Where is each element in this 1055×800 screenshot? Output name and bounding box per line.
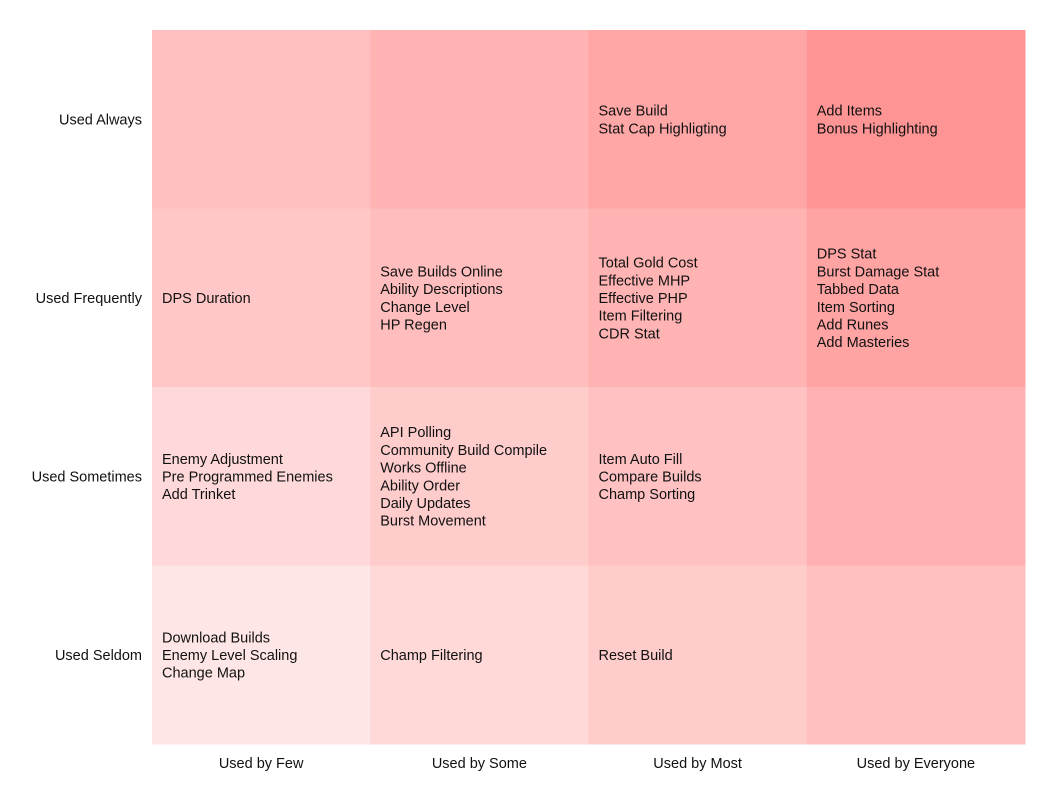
- heatmap-cell-item: Enemy Adjustment: [162, 452, 283, 468]
- heatmap-cell-item: Change Level: [380, 300, 470, 316]
- heatmap-cell-item: Total Gold Cost: [599, 256, 698, 272]
- heatmap-cell-item: Add Masteries: [817, 335, 910, 351]
- heatmap-cell-bg: [588, 208, 808, 388]
- heatmap-cell-item: Add Trinket: [162, 487, 235, 503]
- heatmap-cell-bg: [370, 387, 589, 566]
- heatmap-cell: DPS Duration: [152, 208, 371, 388]
- heatmap-cell-item: HP Regen: [380, 318, 447, 334]
- column-label: Used by Everyone: [857, 756, 975, 772]
- heatmap-cell-bg: [806, 565, 1026, 745]
- heatmap-cell: Reset Build: [588, 565, 808, 745]
- heatmap-cell-item: Effective MHP: [599, 273, 691, 289]
- heatmap-cell-bg: [806, 30, 1026, 209]
- heatmap-cell-item: Item Auto Fill: [599, 452, 683, 468]
- heatmap-cell-item: Enemy Level Scaling: [162, 648, 297, 664]
- heatmap-cell-item: Add Runes: [817, 318, 889, 334]
- heatmap-cell-bg: [588, 387, 808, 566]
- heatmap-cell-item: Pre Programmed Enemies: [162, 469, 333, 485]
- heatmap-cell: [806, 565, 1026, 745]
- heatmap-cell-bg: [370, 30, 589, 209]
- heatmap-cell: Download Builds Enemy Level Scaling Change…: [152, 565, 371, 745]
- heatmap-cell-item: Item Sorting: [817, 300, 895, 316]
- heatmap-cell-bg: [370, 208, 589, 388]
- heatmap-cell: [152, 30, 371, 209]
- heatmap-cell-item: Save Build: [599, 104, 668, 120]
- heatmap-cell-item: Champ Filtering: [380, 648, 482, 664]
- heatmap-cell-bg: [588, 30, 808, 209]
- heatmap-cell-item: Daily Updates: [380, 496, 470, 512]
- heatmap-cell-bg: [152, 208, 371, 388]
- heatmap-cell-item: Stat Cap Highligting: [599, 121, 727, 137]
- heatmap-cell-item: Burst Damage Stat: [817, 264, 940, 280]
- heatmap-cell-bg: [806, 208, 1026, 388]
- heatmap-cell-item: Tabbed Data: [817, 282, 900, 298]
- heatmap-cell-item: Download Builds: [162, 630, 270, 646]
- heatmap-cell-item: Compare Builds: [599, 469, 702, 485]
- heatmap-cell-item: Add Items: [817, 104, 882, 120]
- heatmap-cell: API Polling Community Build Compile Works …: [370, 387, 589, 566]
- heatmap-cell-item: Change Map: [162, 666, 245, 682]
- heatmap-cell-bg: [588, 565, 808, 745]
- heatmap-cell: Save Builds Online Ability Descriptions Ch…: [370, 208, 589, 388]
- heatmap-cell-bg: [152, 30, 371, 209]
- heatmap-cell-item: Reset Build: [599, 648, 673, 664]
- heatmap-cell-bg: [806, 387, 1026, 566]
- heatmap-cell-item: API Polling: [380, 425, 451, 441]
- heatmap-cell-item: DPS Stat: [817, 247, 877, 263]
- heatmap-cell-item: Community Build Compile: [380, 443, 547, 459]
- heatmap-cell-item: Ability Descriptions: [380, 282, 503, 298]
- heatmap-cell-bg: [152, 387, 371, 566]
- row-label: Used Always: [59, 112, 142, 128]
- heatmap-cell: [370, 30, 589, 209]
- row-label: Used Seldom: [55, 648, 142, 664]
- heatmap-cell-item: Item Filtering: [599, 309, 683, 325]
- heatmap-cell-bg: [152, 565, 371, 745]
- column-label: Used by Most: [653, 756, 742, 772]
- heatmap-cell: Champ Filtering: [370, 565, 589, 745]
- heatmap-cell-item: DPS Duration: [162, 291, 251, 307]
- heatmap-cell: [806, 387, 1026, 566]
- column-label: Used by Few: [219, 756, 304, 772]
- heatmap-cell-item: Champ Sorting: [599, 487, 696, 503]
- row-label: Used Frequently: [36, 291, 143, 307]
- heatmap-cell-bg: [370, 565, 589, 745]
- column-label: Used by Some: [432, 756, 527, 772]
- heatmap-cell-item: Works Offline: [380, 461, 467, 477]
- heatmap-cell-item: Save Builds Online: [380, 264, 503, 280]
- heatmap-cell-item: CDR Stat: [599, 326, 660, 342]
- heatmap-cell-item: Burst Movement: [380, 514, 486, 530]
- heatmap-cell-item: Ability Order: [380, 478, 460, 494]
- heatmap-cell-item: Bonus Highlighting: [817, 121, 938, 137]
- row-label: Used Sometimes: [32, 469, 142, 485]
- heatmap-cell-item: Effective PHP: [599, 291, 688, 307]
